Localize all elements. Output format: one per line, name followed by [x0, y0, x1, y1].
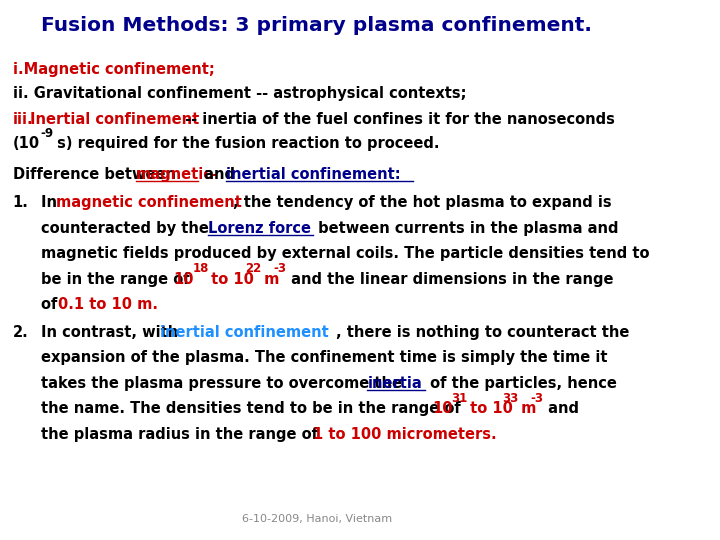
Text: inertia: inertia [367, 376, 422, 391]
Text: Fusion Methods: 3 primary plasma confinement.: Fusion Methods: 3 primary plasma confine… [41, 16, 592, 35]
Text: s) required for the fusion reaction to proceed.: s) required for the fusion reaction to p… [52, 136, 439, 151]
Text: 18: 18 [193, 262, 210, 275]
Text: the name. The densities tend to be in the range of: the name. The densities tend to be in th… [41, 401, 466, 416]
Text: and: and [544, 401, 580, 416]
Text: -9: -9 [40, 127, 53, 140]
Text: takes the plasma pressure to overcome the: takes the plasma pressure to overcome th… [41, 376, 408, 391]
Text: 1 to 100 micrometers.: 1 to 100 micrometers. [312, 427, 497, 442]
Text: and the linear dimensions in the range: and the linear dimensions in the range [287, 272, 613, 287]
Text: inertial confinement: inertial confinement [160, 325, 328, 340]
Text: counteracted by the: counteracted by the [41, 221, 214, 236]
Text: inertial confinement:: inertial confinement: [226, 167, 401, 183]
Text: In: In [41, 195, 63, 211]
Text: In contrast, with: In contrast, with [41, 325, 184, 340]
Text: ii. Gravitational confinement -- astrophysical contexts;: ii. Gravitational confinement -- astroph… [13, 86, 466, 102]
Text: Inertial confinement: Inertial confinement [30, 112, 199, 127]
Text: between currents in the plasma and: between currents in the plasma and [312, 221, 618, 236]
Text: Difference between: Difference between [13, 167, 181, 183]
Text: magnetic fields produced by external coils. The particle densities tend to: magnetic fields produced by external coi… [41, 246, 649, 261]
Text: iii.: iii. [13, 112, 33, 127]
Text: 33: 33 [502, 392, 518, 404]
Text: 10: 10 [432, 401, 452, 416]
Text: m: m [259, 272, 279, 287]
Text: -- inertia of the fuel confines it for the nanoseconds: -- inertia of the fuel confines it for t… [181, 112, 616, 127]
Text: -3: -3 [274, 262, 287, 275]
Text: expansion of the plasma. The confinement time is simply the time it: expansion of the plasma. The confinement… [41, 350, 608, 366]
Text: be in the range of: be in the range of [41, 272, 195, 287]
Text: to 10: to 10 [207, 272, 254, 287]
Text: to 10: to 10 [465, 401, 513, 416]
Text: 1.: 1. [13, 195, 29, 211]
Text: i.Magnetic confinement;: i.Magnetic confinement; [13, 62, 215, 77]
Text: m: m [516, 401, 536, 416]
Text: , the tendency of the hot plasma to expand is: , the tendency of the hot plasma to expa… [233, 195, 612, 211]
Text: magnetic confinement: magnetic confinement [56, 195, 242, 211]
Text: 10: 10 [174, 272, 194, 287]
Text: 0.1 to 10 m.: 0.1 to 10 m. [58, 297, 158, 312]
Text: (10: (10 [13, 136, 40, 151]
Text: of: of [41, 297, 63, 312]
Text: 31: 31 [451, 392, 468, 404]
Text: , there is nothing to counteract the: , there is nothing to counteract the [336, 325, 629, 340]
Text: the plasma radius in the range of: the plasma radius in the range of [41, 427, 323, 442]
Text: -3: -3 [531, 392, 544, 404]
Text: 22: 22 [245, 262, 261, 275]
Text: 6-10-2009, Hanoi, Vietnam: 6-10-2009, Hanoi, Vietnam [241, 514, 392, 524]
Text: and: and [199, 167, 240, 183]
Text: magnetic-: magnetic- [136, 167, 219, 183]
Text: of the particles, hence: of the particles, hence [425, 376, 617, 391]
Text: 2.: 2. [13, 325, 28, 340]
Text: Lorenz force: Lorenz force [207, 221, 311, 236]
